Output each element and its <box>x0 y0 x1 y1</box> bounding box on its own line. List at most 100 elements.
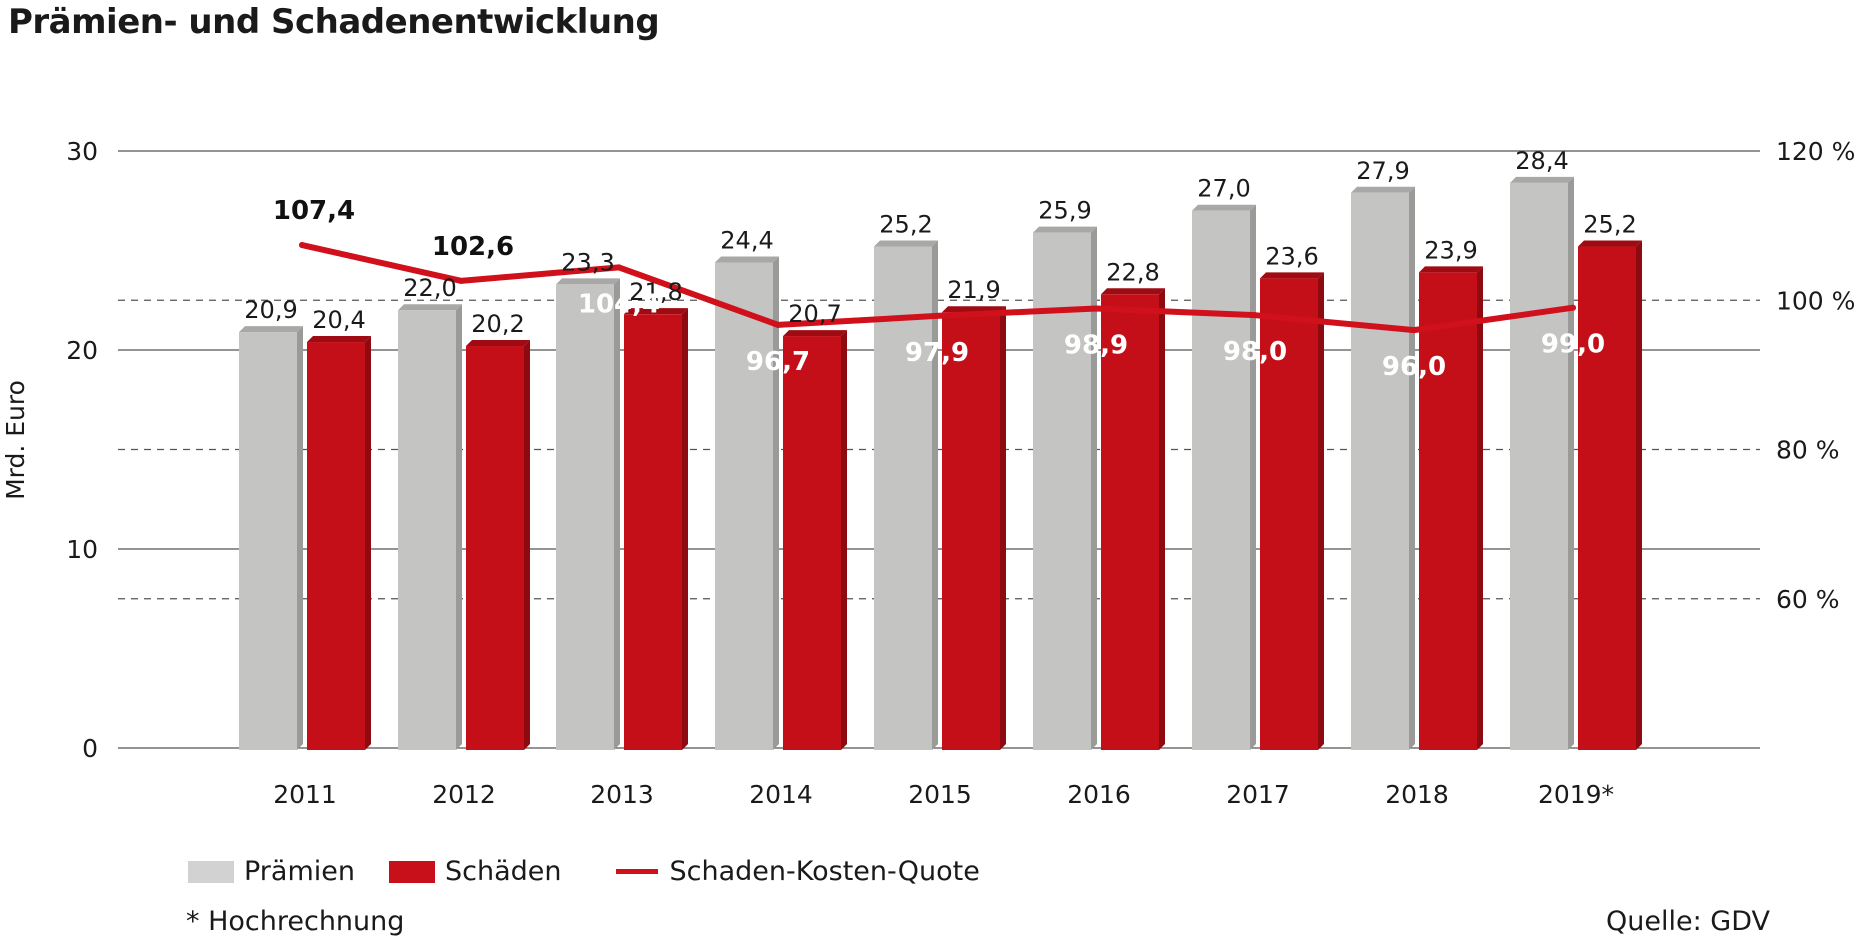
bar-claims-2019 <box>1578 240 1642 750</box>
data-label-ratio: 96,7 <box>746 347 810 377</box>
chart-title: Prämien- und Schadenentwicklung <box>8 2 660 42</box>
bar-premium-2014-top <box>715 256 779 263</box>
x-tick-label: 2015 <box>908 780 972 809</box>
bar-claims-2019-side <box>1636 240 1642 750</box>
bar-claims-2013-front <box>624 314 682 750</box>
bar-claims-2013-top <box>624 308 688 315</box>
bar-premium-2011-front <box>239 332 297 750</box>
data-label-premium: 23,3 <box>561 248 614 276</box>
bar-premium-2014-front <box>715 262 773 750</box>
data-label-premium: 22,0 <box>403 274 456 302</box>
bar-premium-2013-top <box>556 278 620 285</box>
bar-premium-2013 <box>556 278 620 750</box>
bar-claims-2015 <box>942 306 1006 750</box>
bar-premium-2016 <box>1033 226 1097 751</box>
x-tick-label: 2018 <box>1385 780 1449 809</box>
data-label-ratio: 96,0 <box>1382 352 1446 382</box>
x-tick-label: 2019* <box>1538 780 1614 809</box>
bar-premium-2013-front <box>556 284 614 750</box>
bar-premium-2017-front <box>1192 210 1250 750</box>
data-label-ratio: 107,4 <box>273 196 355 226</box>
ratio-point <box>1093 305 1099 312</box>
data-label-ratio: 98,9 <box>1064 330 1128 360</box>
data-label-ratio: 97,9 <box>905 338 969 368</box>
bar-premium-2015-front <box>874 246 932 750</box>
bar-premium-2014-side <box>773 256 779 750</box>
bar-claims-2014-top <box>783 330 847 337</box>
legend-item-premium: Prämien <box>188 856 355 887</box>
data-label-claims: 20,2 <box>471 310 524 338</box>
bar-premium-2011 <box>239 326 303 750</box>
bar-premium-2019-side <box>1568 176 1574 751</box>
bar-claims-2012-top <box>466 340 530 347</box>
data-label-premium: 24,4 <box>720 226 773 254</box>
bar-premium-2018 <box>1351 186 1415 751</box>
bar-claims-2018-front <box>1419 272 1477 750</box>
data-label-claims: 23,9 <box>1424 236 1477 264</box>
bar-claims-2012-side <box>524 340 530 750</box>
x-tick-label: 2012 <box>432 780 496 809</box>
bar-premium-2015 <box>874 240 938 750</box>
y-tick-label: 30 <box>66 137 98 166</box>
data-label-claims: 21,8 <box>629 278 682 306</box>
bar-claims-2016 <box>1101 288 1165 750</box>
data-label-ratio: 104,4 <box>578 289 660 319</box>
ratio-point <box>616 264 622 271</box>
bar-premium-2018-front <box>1351 192 1409 751</box>
data-label-claims: 21,9 <box>947 276 1000 304</box>
bar-premium-2017-top <box>1192 204 1256 211</box>
legend-label-ratio: Schaden-Kosten-Quote <box>669 856 980 887</box>
footnote: * Hochrechnung <box>186 906 405 937</box>
bar-claims-2018-top <box>1419 266 1483 273</box>
legend-item-claims: Schäden <box>388 856 562 887</box>
x-tick-label: 2017 <box>1226 780 1290 809</box>
bar-claims-2017 <box>1260 272 1324 750</box>
data-label-ratio: 98,0 <box>1223 337 1287 367</box>
y2-tick-label: 80 % <box>1776 436 1840 465</box>
bar-premium-2012-side <box>456 304 462 750</box>
y-tick-label: 10 <box>66 535 98 564</box>
bar-premium-2012-front <box>398 310 456 750</box>
combo-chart: 0 10 20 30 60 % 80 % 100 % 120 % Mrd. Euro 20,9 2… <box>1 137 1854 809</box>
y2-tick-label: 60 % <box>1776 585 1840 614</box>
data-label-premium: 27,0 <box>1197 175 1250 203</box>
bar-claims-2016-side <box>1159 288 1165 750</box>
bar-premium-2017-side <box>1250 204 1256 750</box>
source-note: Quelle: GDV <box>1606 906 1770 937</box>
bar-premium-2017 <box>1192 204 1256 750</box>
y-axis-title: Mrd. Euro <box>1 380 30 500</box>
bar-premium-2016-front <box>1033 232 1091 751</box>
data-label-claims: 23,6 <box>1265 242 1318 270</box>
data-label-premium: 25,9 <box>1038 197 1091 225</box>
data-label-claims: 25,2 <box>1583 211 1636 239</box>
bar-premium-2019-top <box>1510 176 1574 183</box>
bar-claims-2011-side <box>365 336 371 750</box>
x-tick-label: 2011 <box>273 780 337 809</box>
legend-label-claims: Schäden <box>444 856 562 887</box>
bar-claims-2014-front <box>783 336 841 750</box>
bar-premium-2012 <box>398 304 462 750</box>
bar-claims-2017-front <box>1260 278 1318 750</box>
data-label-premium: 20,9 <box>244 296 297 324</box>
data-label-ratio: 102,6 <box>432 232 514 262</box>
bar-claims-2019-front <box>1578 246 1636 750</box>
bar-claims-2012 <box>466 340 530 750</box>
ratio-point <box>458 277 464 284</box>
legend-swatch-ratio <box>615 869 658 874</box>
bar-claims-2017-top <box>1260 272 1324 279</box>
data-label-ratio: 99,0 <box>1541 330 1605 360</box>
bar-premium-2015-side <box>932 240 938 750</box>
bar-premium-2019-front <box>1510 182 1568 751</box>
legend: Prämien Schäden Schaden-Kosten-Quote <box>188 856 1014 887</box>
x-tick-label: 2016 <box>1067 780 1131 809</box>
bar-premium-2013-side <box>614 278 620 750</box>
bar-premium-2011-side <box>297 326 303 750</box>
bar-claims-2011 <box>307 336 371 750</box>
bar-premium-2014 <box>715 256 779 750</box>
bar-premium-2019 <box>1510 176 1574 751</box>
bar-premium-2016-side <box>1091 226 1097 751</box>
bar-claims-2015-front <box>942 312 1000 750</box>
bar-claims-2016-top <box>1101 288 1165 295</box>
legend-swatch-premium <box>188 860 234 883</box>
y2-tick-label: 100 % <box>1776 286 1854 315</box>
